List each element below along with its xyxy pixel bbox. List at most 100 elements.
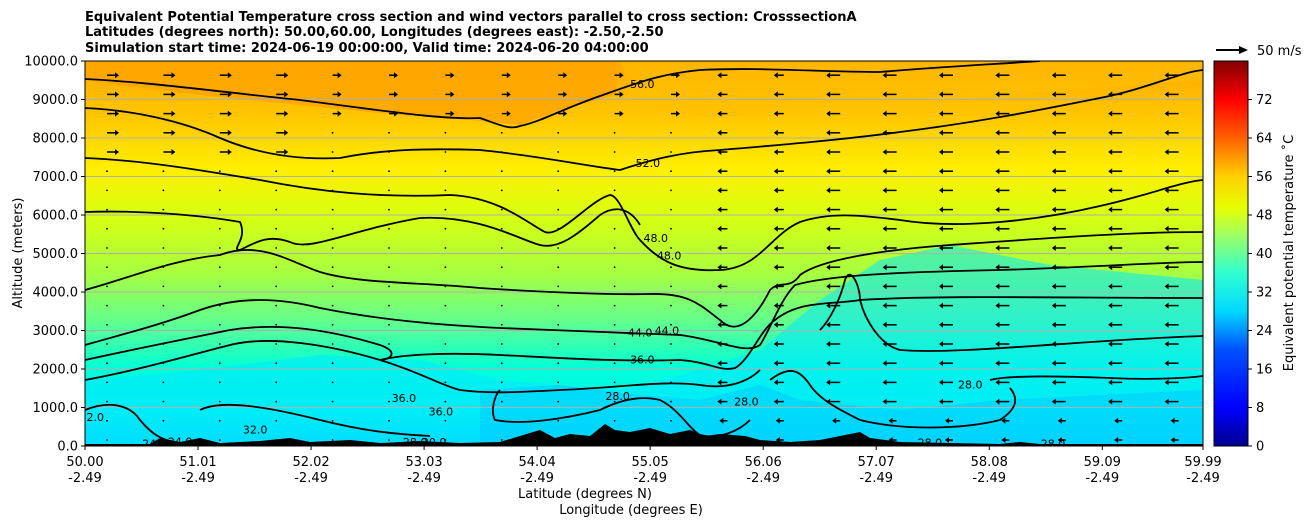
wind-vector-head	[826, 379, 831, 386]
wind-vector	[388, 362, 390, 365]
wind-vector-head	[995, 264, 1000, 271]
wind-vector	[331, 362, 334, 365]
wind-vector-head	[1108, 149, 1113, 155]
contour-32c	[199, 403, 431, 437]
wind-vector-head	[1164, 302, 1169, 309]
x-tick-label-lon: -2.49	[1085, 471, 1119, 486]
wind-vector-head	[945, 417, 949, 424]
wind-vector	[670, 131, 672, 134]
wind-vector-head	[1164, 341, 1169, 347]
wind-vector-head	[1170, 437, 1175, 443]
y-tick-label: 4000.0	[33, 286, 79, 301]
colorbar-tick-label: 0	[1256, 440, 1264, 455]
wind-vector-head	[773, 225, 778, 232]
wind-vector-head	[717, 264, 722, 271]
wind-vector-head	[506, 110, 511, 117]
wind-vector	[670, 439, 672, 441]
wind-vector-head	[1108, 168, 1113, 175]
x-tick-label-lat: 51.01	[179, 455, 216, 470]
wind-vector	[275, 227, 278, 230]
wind-vector-head	[1170, 417, 1175, 424]
wind-vector	[106, 208, 108, 211]
wind-vector	[218, 381, 221, 384]
wind-vector-head	[1057, 417, 1062, 424]
colorbar: 0 8 16 24 32 40 48 56 64 72 Equivalent potential …	[1213, 60, 1297, 455]
x-tick-label-lon: -2.49	[520, 471, 554, 486]
wind-vector	[106, 304, 108, 307]
wind-vector-head	[1108, 206, 1113, 213]
wind-vector	[557, 170, 560, 173]
wind-vector-head	[882, 225, 887, 232]
chart-title: Equivalent Potential Temperature cross s…	[85, 10, 857, 56]
x-tick-label-lon: -2.49	[633, 471, 667, 486]
wind-vector	[218, 247, 221, 249]
x-tick-label-lon: -2.49	[972, 471, 1006, 486]
wind-vector-head	[171, 149, 176, 155]
wind-vector-head	[995, 283, 1000, 290]
wind-vector	[444, 304, 447, 307]
contour-28c	[85, 403, 176, 443]
terrain	[85, 424, 1203, 446]
wind-vector-head	[995, 91, 1000, 98]
wind-vector-head	[995, 341, 1000, 347]
contour-label: 28.0	[1041, 438, 1066, 451]
wind-vector-head	[394, 72, 398, 79]
wind-vector	[388, 131, 390, 134]
wind-vector	[557, 247, 560, 249]
wind-vector	[444, 285, 447, 288]
contour-label: 28.0	[605, 390, 630, 403]
y-axis-label: Altitude (meters)	[11, 198, 26, 309]
wind-vector	[106, 419, 108, 422]
wind-vector	[331, 170, 334, 173]
wind-vector-head	[882, 245, 887, 251]
wind-vector	[613, 131, 616, 134]
colorbar-tick-label: 64	[1256, 132, 1273, 147]
wind-vector-head	[1051, 110, 1056, 117]
wind-vector-head	[1164, 360, 1169, 367]
wind-vector	[331, 151, 334, 153]
wind-vector-head	[1051, 398, 1056, 405]
wind-vector	[218, 227, 221, 230]
wind-vector-head	[826, 110, 831, 117]
wind-vector-head	[1051, 379, 1056, 386]
wind-vector	[500, 227, 503, 230]
wind-vector	[106, 227, 108, 230]
x-tick-label-lon: -2.49	[294, 471, 328, 486]
wind-vector-head	[826, 264, 831, 271]
wind-vector	[106, 362, 108, 365]
wind-vector-head	[1108, 187, 1113, 194]
wind-vector	[444, 381, 447, 384]
wind-vector	[613, 247, 616, 249]
colorbar-tick-label: 72	[1256, 93, 1273, 108]
wind-vector-head	[717, 398, 722, 405]
colorbar-tick-label: 56	[1256, 170, 1273, 185]
wind-vector	[275, 304, 278, 307]
wind-vector-head	[717, 129, 722, 136]
x-tick-label-lat: 55.05	[632, 455, 669, 470]
wind-vector-head	[337, 110, 342, 117]
wind-vector-head	[227, 129, 232, 136]
wind-vector	[275, 323, 278, 326]
wind-vector-head	[1051, 264, 1056, 271]
wind-vector	[162, 343, 165, 345]
wind-vector	[444, 208, 447, 211]
wind-vector-head	[826, 206, 831, 213]
wind-vector	[162, 170, 165, 173]
wind-vector	[670, 419, 672, 422]
wind-vector-head	[882, 110, 887, 117]
x-tick-label-lat: 52.02	[292, 455, 329, 470]
wind-vector	[106, 343, 108, 345]
colorbar-tick-label: 24	[1256, 324, 1273, 339]
wind-vector	[670, 304, 672, 307]
wind-vector-head	[939, 283, 943, 290]
wind-vector	[106, 285, 108, 288]
wind-vector-head	[995, 110, 1000, 117]
wind-vector-head	[832, 437, 837, 443]
wind-vector-head	[284, 91, 289, 98]
contour-label: 52.0	[636, 157, 661, 170]
wind-vector	[557, 439, 560, 441]
wind-vector-head	[1164, 149, 1169, 155]
wind-vector	[331, 381, 334, 384]
wind-vector	[444, 266, 447, 269]
wind-vector-head	[882, 91, 887, 98]
